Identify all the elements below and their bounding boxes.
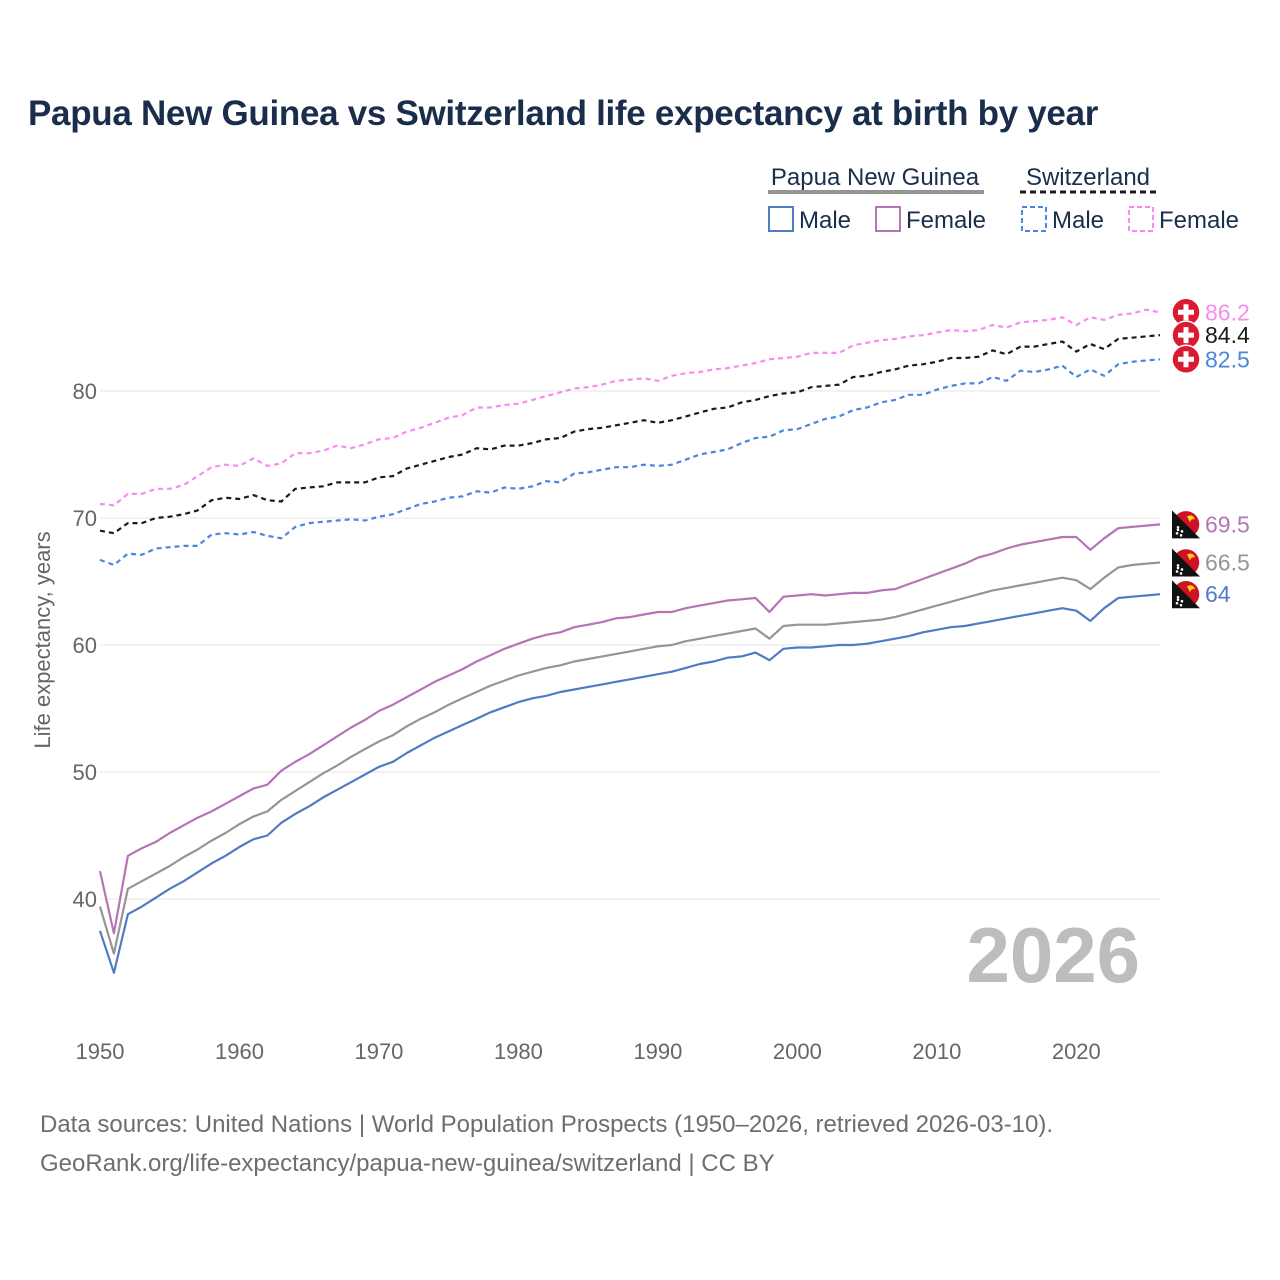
png-star-icon [1179,603,1183,607]
png-star-icon [1176,566,1180,570]
legend-label-png-female: Female [906,207,986,234]
png-bird-icon [1187,553,1195,561]
series-line-papua-new-guinea [98,561,1161,955]
grid-lines [100,390,1160,900]
png-star-icon [1180,568,1184,571]
end-marker-switzerland: 84.4 [1171,320,1250,350]
legend-swatch-png-female [875,206,901,232]
png-star-icon [1176,598,1180,601]
y-axis-label: Life expectancy, years [30,531,55,748]
x-tick-label-1960: 1960 [215,1039,264,1064]
png-star-icon [1175,570,1179,573]
x-tick-label-2000: 2000 [773,1039,822,1064]
data-sources: Data sources: United Nations | World Pop… [40,1105,1053,1183]
legend-swatch-che-male [1021,206,1047,232]
sources-line-2: GeoRank.org/life-expectancy/papua-new-gu… [40,1150,775,1177]
y-tick-label-40: 40 [73,887,97,912]
x-tick-label-1970: 1970 [354,1039,403,1064]
legend-label-che-female: Female [1159,207,1239,234]
chart-title: Papua New Guinea vs Switzerland life exp… [28,94,1099,133]
series-end-markers: 86.284.482.5 69.5 66.5 64 [1171,297,1250,609]
png-star-icon [1175,532,1179,535]
end-marker-papua-new-guinea-male: 64 [1171,579,1231,609]
y-tick-label-60: 60 [73,633,97,658]
png-star-icon [1176,528,1180,532]
legend: Papua New Guinea Male Female Switzerland… [768,164,1239,234]
legend-swatch-che-female [1128,206,1154,232]
swiss-cross-icon [1178,327,1194,344]
x-tick-label-1950: 1950 [76,1039,125,1064]
end-label-papua-new-guinea-male: 64 [1205,581,1231,607]
year-watermark: 2026 [966,911,1140,999]
series-line-papua-new-guinea-female [98,523,1161,935]
end-label-papua-new-guinea-female: 69.5 [1205,511,1250,537]
end-label-papua-new-guinea: 66.5 [1205,549,1250,575]
x-tick-label-2020: 2020 [1052,1039,1101,1064]
png-star-icon [1176,564,1180,567]
png-flag-black-triangle [1172,510,1200,539]
x-tick-label-1980: 1980 [494,1039,543,1064]
end-label-switzerland-female: 86.2 [1205,299,1250,325]
series-line-papua-new-guinea-male [98,593,1161,974]
end-marker-papua-new-guinea: 66.5 [1171,547,1250,578]
series-line-switzerland [99,334,1161,535]
png-star-icon [1176,526,1180,529]
png-star-icon [1175,601,1179,605]
series-lines [98,308,1161,974]
x-tick-label-1990: 1990 [633,1039,682,1064]
end-label-switzerland-male: 82.5 [1205,346,1250,372]
x-axis-tick-labels: 1950 1960 1970 1980 1990 2000 2010 2020 [76,1039,1101,1064]
swiss-cross-icon [1178,351,1194,368]
x-tick-label-2010: 2010 [912,1039,961,1064]
png-star-icon [1179,534,1183,537]
legend-label-png-male: Male [799,207,851,234]
png-flag-black-triangle [1172,548,1200,577]
png-star-icon [1179,572,1183,575]
legend-country-switzerland: Switzerland [1026,164,1150,191]
png-flag-black-triangle [1172,580,1200,609]
legend-group-switzerland: Switzerland Male Female [1020,164,1239,234]
png-bird-icon [1187,585,1195,593]
end-marker-switzerland-male: 82.5 [1171,344,1250,374]
y-tick-label-80: 80 [73,379,97,404]
png-bird-icon [1187,515,1195,523]
end-marker-papua-new-guinea-female: 69.5 [1171,509,1250,540]
y-axis-tick-labels: 40 50 60 70 80 [73,379,97,912]
y-tick-label-70: 70 [73,506,97,531]
legend-swatch-png-male [768,206,794,232]
legend-group-papua-new-guinea: Papua New Guinea Male Female [768,164,986,234]
sources-line-1: Data sources: United Nations | World Pop… [40,1111,1054,1138]
png-star-icon [1180,599,1184,603]
png-star-icon [1180,530,1184,533]
y-tick-label-50: 50 [73,760,97,785]
end-label-switzerland: 84.4 [1205,322,1250,348]
series-line-switzerland-female [99,308,1161,507]
legend-country-papua-new-guinea: Papua New Guinea [771,164,980,191]
swiss-cross-icon [1178,304,1194,321]
life-expectancy-chart: 40 50 60 70 80 1950 1960 1970 1980 1990 2000 2010 2… [30,164,1250,1064]
png-star-icon [1176,595,1180,599]
legend-label-che-male: Male [1052,207,1104,234]
